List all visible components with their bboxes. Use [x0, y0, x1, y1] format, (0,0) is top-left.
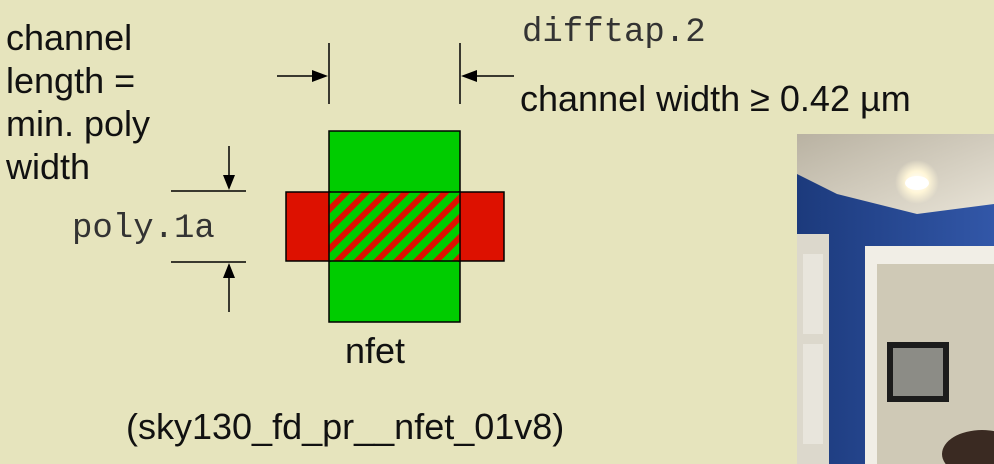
- gate-channel-region: [328, 191, 461, 262]
- transistor-layout-diagram: [171, 43, 514, 323]
- poly-left-extension: [285, 191, 331, 262]
- poly-right-extension: [458, 191, 505, 262]
- poly-rule-label: poly.1a: [72, 210, 215, 248]
- channel-length-label: channel length = min. poly width: [6, 17, 151, 187]
- dimension-arrow-down-icon: [223, 146, 235, 190]
- dimension-arrow-up-icon: [223, 263, 235, 312]
- device-name-label: nfet: [345, 330, 406, 371]
- dimension-arrow-left-icon: [461, 70, 514, 82]
- channel-width-label: channel width ≥ 0.42 µm: [520, 78, 911, 119]
- dimension-arrow-right-icon: [277, 70, 328, 82]
- difftap-rule-label: difftap.2: [522, 14, 706, 52]
- webcam-video-overlay: [797, 134, 994, 464]
- model-name-label: (sky130_fd_pr__nfet_01v8): [126, 406, 565, 447]
- webcam-image: [797, 134, 994, 464]
